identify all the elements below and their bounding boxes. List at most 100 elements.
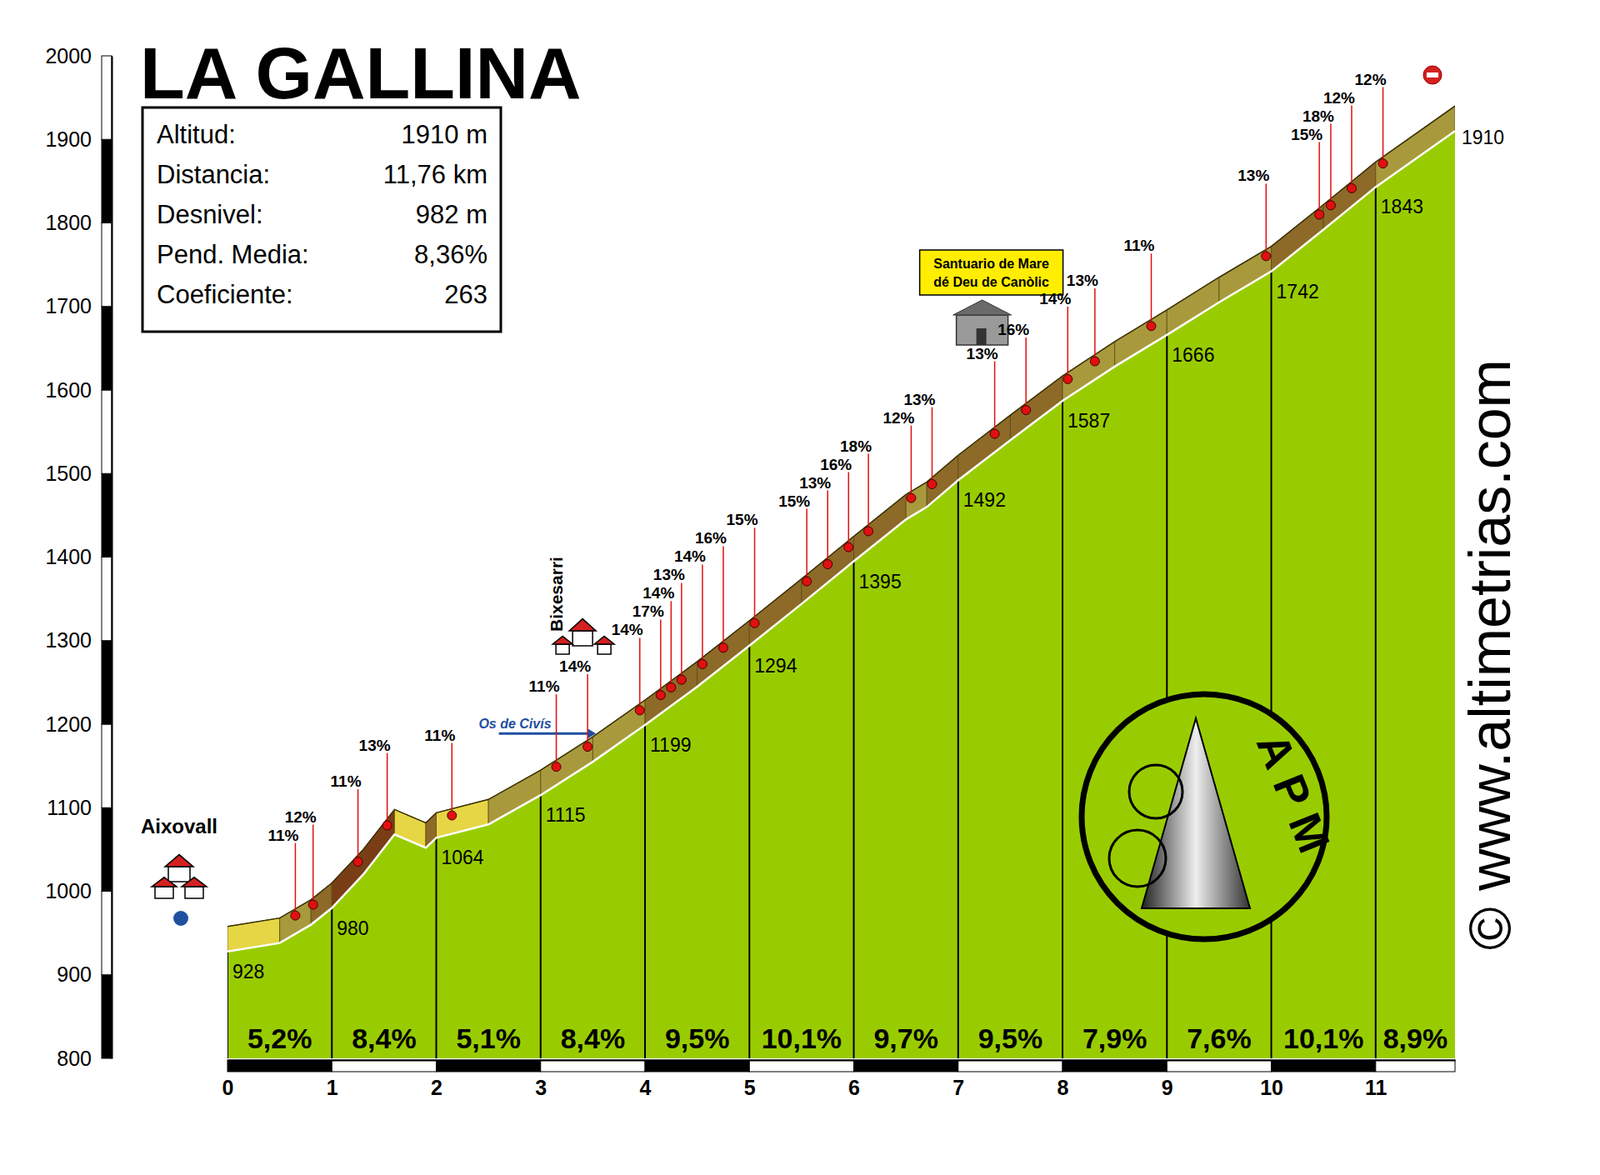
info-label: Desnivel: bbox=[156, 200, 264, 230]
km-grid-line bbox=[853, 561, 855, 1059]
sanctuary-label: dé Deu de Canòlic bbox=[933, 275, 1050, 290]
y-tick: 1300 bbox=[45, 628, 112, 652]
marker-dot bbox=[551, 762, 561, 772]
marker-stem bbox=[639, 637, 641, 710]
house-roof bbox=[165, 855, 194, 867]
marker-dot bbox=[666, 682, 676, 692]
y-tick-label: 1400 bbox=[45, 545, 92, 569]
x-tick: 5 bbox=[744, 1060, 756, 1100]
end-sign bbox=[1423, 65, 1442, 85]
junction-arrow bbox=[499, 732, 588, 735]
marker-dot bbox=[308, 900, 318, 910]
y-axis-bar-segment bbox=[101, 223, 112, 307]
y-tick-label: 1200 bbox=[45, 712, 92, 736]
profile-line bbox=[227, 130, 1455, 951]
profile-ribbon bbox=[958, 415, 1011, 480]
km-grid-line bbox=[435, 837, 438, 1059]
marker-label: 14% bbox=[1039, 290, 1071, 308]
marker-dot bbox=[1346, 183, 1356, 193]
marker-stem bbox=[451, 743, 454, 816]
y-tick-label: 1700 bbox=[45, 294, 92, 318]
marker-stem bbox=[1265, 183, 1268, 256]
marker-label: 13% bbox=[799, 474, 831, 492]
marker-label: 17% bbox=[632, 602, 665, 620]
church-door bbox=[976, 328, 987, 345]
marker-dot bbox=[382, 820, 392, 830]
altitude-label: 1492 bbox=[963, 489, 1006, 511]
y-tick: 1400 bbox=[45, 545, 112, 569]
marker-stem bbox=[1330, 124, 1332, 206]
sanctuary-label: Santuario de Mare bbox=[933, 256, 1050, 271]
logo-text: APM bbox=[1247, 726, 1345, 871]
x-axis-bar-segment bbox=[227, 1060, 332, 1072]
marker-dot bbox=[635, 705, 645, 715]
info-box: Altitud:1910 mDistancia:11,76 kmDesnivel… bbox=[142, 107, 501, 332]
x-axis-bar-segment bbox=[645, 1060, 750, 1072]
y-tick-label: 1100 bbox=[46, 795, 92, 820]
marker-label: 13% bbox=[653, 565, 685, 584]
church-roof bbox=[953, 300, 1012, 315]
y-tick: 1000 bbox=[45, 879, 112, 903]
x-tick: 3 bbox=[535, 1060, 547, 1100]
y-tick: 1600 bbox=[45, 378, 112, 402]
y-tick: 1700 bbox=[45, 294, 112, 318]
marker-dot bbox=[718, 643, 728, 653]
marker-label: 11% bbox=[267, 826, 299, 845]
marker-label: 12% bbox=[1323, 89, 1355, 107]
profile-ribbon bbox=[1271, 205, 1325, 272]
x-tick-label: 7 bbox=[952, 1075, 965, 1100]
y-axis-bar-segment bbox=[101, 975, 112, 1059]
marker-label: 12% bbox=[1355, 70, 1387, 89]
house-icon bbox=[155, 886, 174, 899]
y-axis-bar-segment bbox=[101, 891, 112, 975]
x-tick-label: 4 bbox=[640, 1075, 652, 1100]
altitude-label: 1064 bbox=[441, 846, 485, 869]
marker-label: 12% bbox=[882, 409, 915, 427]
marker-label: 16% bbox=[997, 320, 1030, 339]
marker-stem bbox=[722, 545, 725, 648]
marker-label: 11% bbox=[424, 726, 455, 745]
marker-stem bbox=[386, 753, 389, 826]
site-credit: © www.altimetrias.com bbox=[1457, 359, 1523, 950]
marker-stem bbox=[295, 843, 297, 916]
marker-label: 11% bbox=[529, 677, 560, 695]
altitude-label: 1587 bbox=[1067, 410, 1110, 432]
y-axis-bar-segment bbox=[101, 306, 112, 390]
y-tick: 800 bbox=[56, 1046, 112, 1070]
marker-stem bbox=[680, 582, 683, 680]
place-label: Aixovall bbox=[140, 815, 218, 838]
profile-ribbon bbox=[1219, 246, 1272, 303]
y-tick-label: 900 bbox=[56, 962, 92, 986]
profile-top-edge bbox=[227, 105, 1455, 926]
marker-stem bbox=[867, 454, 870, 532]
marker-stem bbox=[701, 564, 704, 665]
marker-dot bbox=[697, 659, 707, 669]
marker-dot bbox=[823, 560, 833, 570]
place-label: Bixesarri bbox=[546, 556, 566, 632]
altitude-label: 1742 bbox=[1276, 280, 1320, 303]
x-tick: 0 bbox=[222, 1060, 235, 1100]
marker-dot bbox=[1261, 251, 1271, 261]
y-axis: 8009001000110012001300140015001600170018… bbox=[45, 44, 112, 1070]
altitude-labels: 9289801064111511991294139514921587166617… bbox=[232, 126, 1505, 982]
segment-gradient-label: 9,7% bbox=[873, 1022, 939, 1055]
marker-label: 16% bbox=[820, 455, 852, 474]
y-axis-bar-segment bbox=[101, 640, 112, 725]
house-icon bbox=[185, 886, 204, 899]
y-tick: 1800 bbox=[45, 210, 112, 235]
end-sign-bar bbox=[1426, 72, 1439, 78]
marker-label: 14% bbox=[611, 620, 644, 639]
marker-label: 15% bbox=[726, 510, 759, 529]
y-tick-label: 1600 bbox=[45, 378, 92, 402]
marker-label: 13% bbox=[903, 390, 935, 409]
profile-area bbox=[227, 130, 1455, 1059]
profile-ribbon bbox=[1375, 105, 1455, 187]
x-axis-bar-segment bbox=[1062, 1060, 1167, 1072]
segment-gradient-label: 10,1% bbox=[761, 1022, 842, 1055]
marker-dot bbox=[676, 675, 686, 685]
x-tick-label: 8 bbox=[1057, 1075, 1070, 1100]
info-label: Distancia: bbox=[156, 160, 270, 190]
marker-stem bbox=[312, 825, 315, 905]
marker-label: 18% bbox=[840, 437, 872, 455]
segment-labels: 5,2%8,4%5,1%8,4%9,5%10,1%9,7%9,5%7,9%7,6… bbox=[247, 1022, 1448, 1055]
